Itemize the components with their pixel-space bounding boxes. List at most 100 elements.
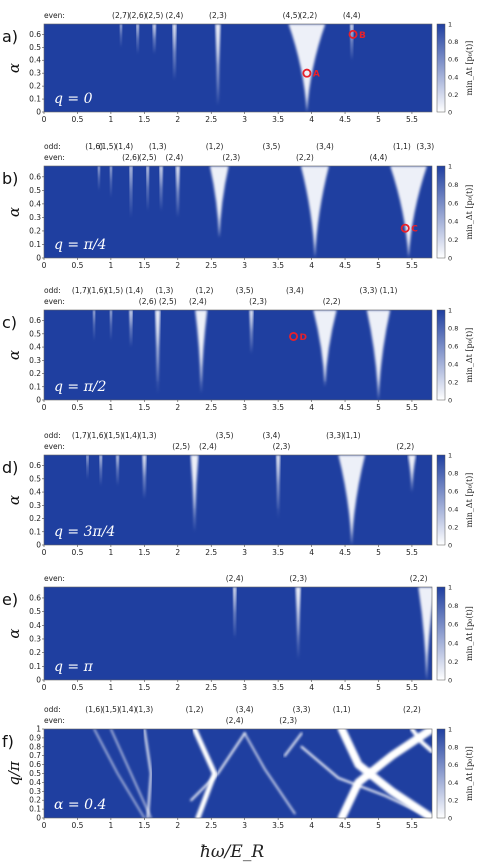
y-tick-label: 0.2	[29, 648, 41, 657]
y-tick-label: 0.3	[29, 69, 41, 78]
y-tick-label: 0.5	[29, 769, 41, 778]
x-tick-label: 4	[309, 683, 314, 692]
resonance-label: (3,4)	[316, 142, 334, 151]
x-tick-label: 0.5	[71, 261, 83, 270]
resonance-wedge	[116, 455, 119, 486]
colorbar-tick: 0	[448, 815, 452, 823]
colorbar-tick: 0.8	[448, 743, 458, 751]
resonance-label: (4,4)	[370, 153, 388, 162]
y-tick-label: 0.6	[29, 593, 41, 602]
y-tick-label: 0.5	[29, 607, 41, 616]
resonance-label: (2,3)	[249, 297, 267, 306]
plot-area	[44, 455, 432, 545]
colorbar-tick: 0.8	[448, 38, 458, 46]
resonance-label: (1,3)	[149, 142, 167, 151]
colorbar-tick: 0	[448, 542, 452, 550]
resonance-label: (2,4)	[166, 11, 184, 20]
panel-6: odd: (1,6)(1,5)(1,4)(1,3) (1,2) (3,4) (3,3) (…	[2, 705, 474, 830]
plot-area	[44, 166, 432, 258]
colorbar-tick: 0.2	[448, 524, 458, 532]
resonance-label: (1,3)	[156, 286, 174, 295]
x-tick-label: 2	[175, 548, 180, 557]
colorbar-tick: 1	[448, 452, 452, 460]
resonance-wedge	[350, 24, 354, 61]
resonance-label: (4,5)	[283, 11, 301, 20]
colorbar-tick: 0.4	[448, 361, 458, 369]
resonance-label: (2,5)	[172, 442, 190, 451]
resonance-wedge	[97, 166, 100, 191]
x-tick-label: 1.5	[138, 548, 150, 557]
colorbar-tick: 0.8	[448, 470, 458, 478]
x-tick-label: 2	[175, 683, 180, 692]
x-tick-label: 0.5	[71, 403, 83, 412]
y-axis-label: α	[5, 495, 23, 505]
panel-4: odd: (1,7)(1,6)(1,5)(1,4)(1,3) (3,5) (3,4) (…	[2, 431, 474, 557]
x-tick-label: 0.5	[71, 115, 83, 124]
resonance-label: (2,2)	[410, 574, 428, 583]
colorbar-tick: 0.4	[448, 639, 458, 647]
x-tick-label: 3.5	[272, 548, 284, 557]
marker-circle	[400, 223, 410, 233]
y-tick-label: 0	[36, 676, 41, 685]
panel-letter: f)	[2, 732, 14, 751]
x-tick-label: 4.5	[339, 821, 351, 830]
resonance-label: (2,2)	[323, 297, 341, 306]
x-tick-label: 2.5	[205, 548, 217, 557]
colorbar-tick: 1	[448, 726, 452, 734]
y-tick-label: 0.4	[29, 778, 41, 787]
row-label: even:	[44, 153, 65, 162]
resonance-wedge	[232, 587, 237, 639]
resonance-wedge	[136, 24, 139, 54]
x-tick-label: 2	[175, 261, 180, 270]
x-tick-label: 1.5	[138, 261, 150, 270]
x-tick-label: 4	[309, 548, 314, 557]
resonance-label: (3,4)	[263, 431, 281, 440]
resonance-label: (1,5)	[99, 142, 117, 151]
resonance-wedge	[195, 310, 208, 394]
resonance-label: (1,5)	[102, 705, 120, 714]
panel-letter: a)	[2, 27, 18, 46]
colorbar-label: min_Δt [p₀(t)]	[465, 606, 474, 661]
colorbar-tick: 0.6	[448, 56, 458, 64]
x-tick-label: 0	[42, 821, 47, 830]
resonance-curve	[337, 729, 432, 818]
colorbar-tick: 0.8	[448, 181, 458, 189]
x-tick-label: 3.5	[272, 821, 284, 830]
x-tick-label: 5.5	[406, 115, 418, 124]
y-tick-label: 0.3	[29, 634, 41, 643]
resonance-wedge	[99, 455, 103, 486]
resonance-label: (3,5)	[216, 431, 234, 440]
resonance-label: (3,3)	[293, 705, 311, 714]
y-tick-label: 0.1	[29, 527, 41, 536]
y-tick-label: 0.6	[29, 316, 41, 325]
x-tick-label: 2	[175, 115, 180, 124]
resonance-label: (2,4)	[166, 153, 184, 162]
y-tick-label: 0.4	[29, 488, 41, 497]
x-tick-label: 5	[376, 115, 381, 124]
x-tick-label: 1	[109, 261, 114, 270]
plot-area	[44, 24, 432, 112]
x-tick-label: 0	[42, 683, 47, 692]
resonance-wedge	[276, 455, 281, 519]
colorbar-tick: 0.6	[448, 199, 458, 207]
x-tick-label: 2.5	[205, 821, 217, 830]
x-tick-label: 1.5	[138, 821, 150, 830]
y-tick-label: 0	[36, 814, 41, 823]
colorbar-tick: 0	[448, 397, 452, 405]
resonance-label: (1,2)	[186, 705, 204, 714]
y-axis-label: α	[5, 628, 23, 638]
x-tick-label: 5.5	[406, 261, 418, 270]
x-tick-label: 2.5	[205, 683, 217, 692]
x-tick-label: 0	[42, 261, 47, 270]
resonance-wedge	[249, 310, 254, 354]
resonance-wedge	[418, 587, 432, 680]
resonance-label: (1,4)	[125, 286, 143, 295]
colorbar	[436, 454, 446, 546]
y-tick-label: 0	[36, 254, 41, 263]
y-tick-label: 0.1	[29, 662, 41, 671]
resonance-label: (3,4)	[286, 286, 304, 295]
row-label: odd:	[44, 431, 61, 440]
x-tick-label: 4.5	[339, 403, 351, 412]
y-tick-label: 0.3	[29, 356, 41, 365]
resonance-wedge	[109, 310, 112, 341]
